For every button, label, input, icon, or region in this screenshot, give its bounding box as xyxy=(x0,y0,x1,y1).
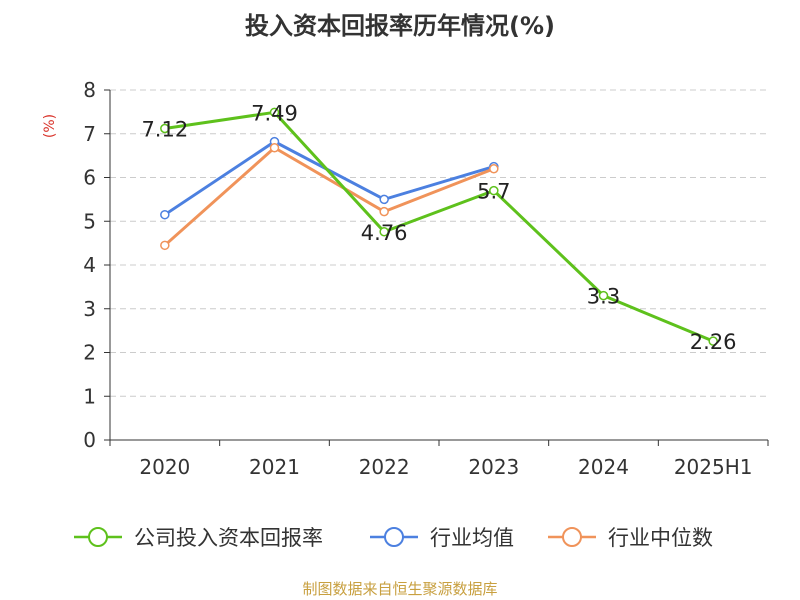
data-point xyxy=(269,107,280,118)
data-point xyxy=(269,143,280,153)
data-label: 4.76 xyxy=(361,221,408,245)
legend-marker xyxy=(384,527,404,547)
data-point xyxy=(379,206,389,217)
y-tick-label: 5 xyxy=(83,209,96,233)
legend-marker xyxy=(562,527,582,547)
legend-label: 行业中位数 xyxy=(608,526,713,550)
data-point xyxy=(160,123,170,134)
data-point xyxy=(160,240,170,251)
x-tick-label: 2025H1 xyxy=(674,455,753,479)
x-tick-label: 2023 xyxy=(468,455,519,479)
data-label: 3.3 xyxy=(587,285,620,309)
series-line-0 xyxy=(164,110,714,343)
data-point xyxy=(598,290,609,301)
y-axis-label: (%) xyxy=(42,114,58,138)
x-tick-label: 2020 xyxy=(139,455,190,479)
x-tick-label: 2021 xyxy=(249,455,300,479)
y-tick-label: 4 xyxy=(83,253,96,277)
y-tick-label: 7 xyxy=(83,122,96,146)
x-tick-label: 2022 xyxy=(359,455,410,479)
data-source-note: 制图数据来自恒生聚源数据库 xyxy=(302,580,498,598)
y-tick-label: 3 xyxy=(83,297,96,321)
legend-label: 公司投入资本回报率 xyxy=(134,526,323,550)
y-tick-label: 6 xyxy=(83,166,96,190)
y-tick-label: 2 xyxy=(83,341,96,365)
data-label: 5.7 xyxy=(477,180,510,204)
data-point xyxy=(379,227,389,237)
y-tick-label: 0 xyxy=(83,428,96,452)
data-label: 7.49 xyxy=(251,101,298,125)
data-point xyxy=(379,194,389,205)
series-line-2 xyxy=(163,146,495,247)
data-point xyxy=(708,336,718,346)
data-point xyxy=(489,185,499,196)
x-tick-label: 2024 xyxy=(578,455,629,479)
y-tick-label: 8 xyxy=(83,78,96,102)
data-label: 7.12 xyxy=(141,118,188,142)
legend-label: 行业均值 xyxy=(430,526,514,550)
data-label: 2.26 xyxy=(690,330,737,354)
chart-title: 投入资本回报率历年情况(%) xyxy=(245,12,555,40)
legend-marker xyxy=(88,527,108,547)
data-point xyxy=(160,209,170,220)
data-point xyxy=(489,164,499,174)
y-tick-label: 1 xyxy=(83,384,96,408)
